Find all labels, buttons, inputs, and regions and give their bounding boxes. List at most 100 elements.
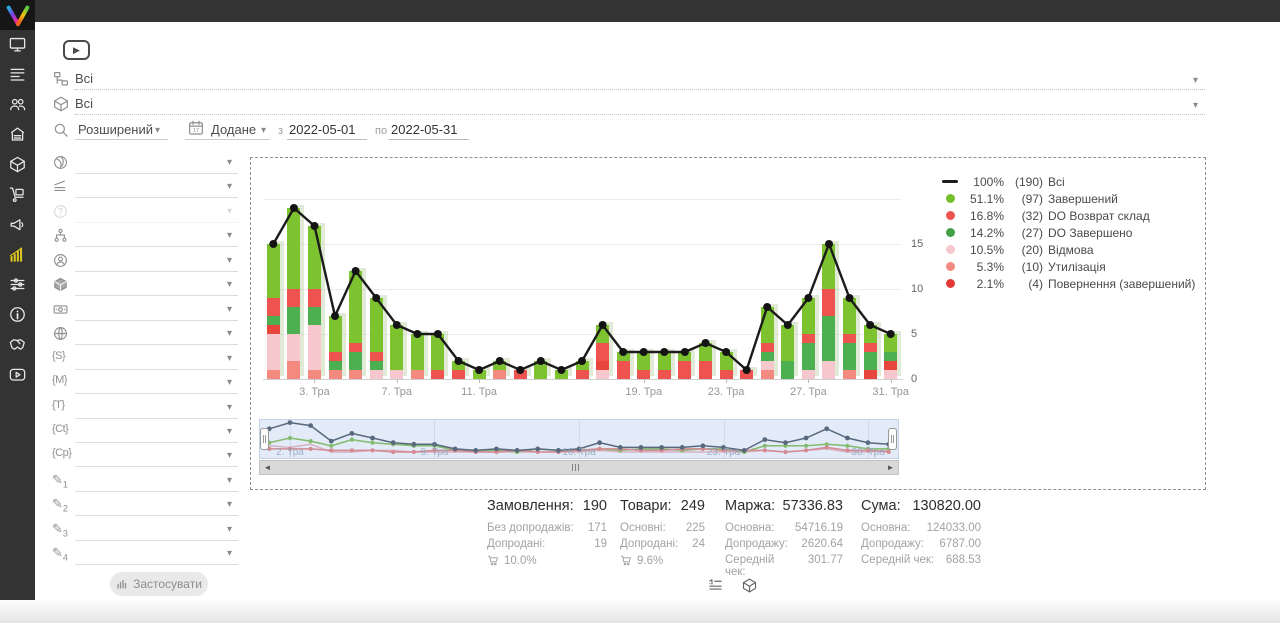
chevron-down-icon[interactable]: ▾	[226, 450, 232, 462]
side-filter-row-globe-swirl[interactable]: ▾	[52, 152, 238, 176]
legend-item[interactable]: 2.1% (4) Повернення (завершений)	[941, 275, 1195, 292]
stacked-bar-day-9[interactable]	[431, 334, 445, 379]
category-chevron-down-icon[interactable]: ▾	[1193, 75, 1199, 86]
category-select[interactable]	[75, 69, 1205, 90]
navigator-right-handle[interactable]	[888, 428, 897, 450]
stacked-bar-day-18[interactable]	[616, 352, 630, 379]
stacked-bar-day-2[interactable]	[287, 208, 301, 379]
stacked-bar-day-8[interactable]	[410, 334, 424, 379]
chevron-down-icon[interactable]: ▾	[226, 377, 232, 389]
stacked-bar-day-12[interactable]	[493, 361, 507, 379]
stacked-bar-day-31[interactable]	[884, 334, 898, 379]
chevron-down-icon[interactable]: ▾	[226, 157, 232, 168]
scroll-right-icon[interactable]: ►	[886, 463, 895, 472]
stacked-bar-day-6[interactable]	[369, 298, 383, 379]
side-filter-row-pencil4[interactable]: ✎4 ▾	[52, 543, 238, 567]
list-view-toggle-icon[interactable]	[707, 577, 724, 594]
sidebar-item-info[interactable]	[8, 305, 27, 324]
stacked-bar-day-1[interactable]	[266, 244, 280, 379]
side-filter-row-pencil2[interactable]: ✎2 ▾	[52, 494, 238, 518]
tutorial-play-button[interactable]: ▶	[63, 40, 90, 60]
chevron-down-icon[interactable]: ▾	[226, 181, 232, 193]
chart-scrollbar[interactable]: ◄ ►	[259, 460, 899, 475]
legend-item[interactable]: 14.2% (27) DO Завершено	[941, 224, 1195, 241]
chart-navigator[interactable]: 2. Тра 9. Тра 16. Тра 23. Тра 30. Тра	[259, 419, 899, 459]
apply-button[interactable]: Застосувати	[110, 572, 208, 596]
stacked-bar-day-14[interactable]	[534, 361, 548, 379]
side-filter-row-layers-sort[interactable]: ▾	[52, 176, 238, 200]
sidebar-item-settings[interactable]	[8, 275, 27, 294]
stacked-bar-day-3[interactable]	[307, 226, 321, 379]
stacked-bar-day-5[interactable]	[349, 271, 363, 379]
chevron-down-icon[interactable]: ▾	[226, 499, 232, 511]
stacked-bar-day-15[interactable]	[554, 370, 568, 379]
stacked-bar-day-19[interactable]	[637, 352, 651, 379]
date-field-chevron-down-icon[interactable]: ▾	[261, 125, 267, 136]
sidebar-item-analytics[interactable]	[8, 245, 27, 264]
product-select[interactable]	[75, 94, 1205, 115]
navigator-left-handle[interactable]	[260, 428, 269, 450]
sidebar-item-supply[interactable]	[8, 185, 27, 204]
chevron-down-icon[interactable]: ▾	[226, 474, 232, 486]
legend-item[interactable]: 10.5% (20) Відмова	[941, 241, 1195, 258]
side-filter-row-help[interactable]: ▾	[52, 201, 238, 225]
stacked-bar-day-16[interactable]	[575, 361, 589, 379]
side-filter-row-user-circle[interactable]: ▾	[52, 250, 238, 274]
stacked-bar-day-17[interactable]	[596, 325, 610, 379]
app-logo[interactable]	[0, 0, 35, 30]
stacked-bar-day-13[interactable]	[513, 370, 527, 379]
product-chevron-down-icon[interactable]: ▾	[1193, 100, 1199, 111]
side-filter-row-banknote[interactable]: ▾	[52, 299, 238, 323]
stacked-bar-day-24[interactable]	[740, 370, 754, 379]
legend-item[interactable]: 100% (190) Всі	[941, 173, 1195, 190]
sidebar-item-marketing[interactable]	[8, 215, 27, 234]
legend-item[interactable]: 51.1% (97) Завершений	[941, 190, 1195, 207]
chevron-down-icon[interactable]: ▾	[226, 352, 232, 364]
sidebar-item-orders[interactable]	[8, 65, 27, 84]
chevron-down-icon[interactable]: ▾	[226, 523, 232, 535]
chevron-down-icon[interactable]: ▾	[226, 425, 232, 437]
stacked-bar-day-25[interactable]	[760, 307, 774, 379]
side-filter-row-tag-s[interactable]: {S} ▾	[52, 348, 238, 372]
side-filter-row-tag-cp[interactable]: {Cp} ▾	[52, 445, 238, 469]
stacked-bar-day-11[interactable]	[472, 370, 486, 379]
chevron-down-icon[interactable]: ▾	[226, 279, 232, 291]
stacked-bar-day-10[interactable]	[452, 361, 466, 379]
chevron-down-icon[interactable]: ▾	[226, 303, 232, 315]
search-mode-chevron-down-icon[interactable]: ▾	[155, 125, 161, 136]
sidebar-item-partners[interactable]	[8, 335, 27, 354]
stacked-bar-day-7[interactable]	[390, 325, 404, 379]
chevron-down-icon[interactable]: ▾	[226, 230, 232, 242]
sidebar-item-products[interactable]	[8, 155, 27, 174]
date-field-value[interactable]: Додане	[211, 122, 257, 137]
side-filter-row-hierarchy[interactable]: ▾	[52, 225, 238, 249]
legend-item[interactable]: 5.3% (10) Утилізація	[941, 258, 1195, 275]
legend-item[interactable]: 16.8% (32) DO Возврат склад	[941, 207, 1195, 224]
stacked-bar-day-29[interactable]	[843, 298, 857, 379]
stacked-bar-day-30[interactable]	[863, 325, 877, 379]
stacked-bar-day-21[interactable]	[678, 352, 692, 379]
search-mode-value[interactable]: Розширений	[78, 122, 153, 137]
stacked-bar-day-22[interactable]	[698, 343, 712, 379]
side-filter-row-tag-t[interactable]: {T} ▾	[52, 397, 238, 421]
navigator-selection[interactable]	[259, 419, 899, 459]
stacked-bar-day-20[interactable]	[657, 352, 671, 379]
date-from-input[interactable]: 2022-05-01	[289, 122, 356, 137]
side-filter-row-tag-ct[interactable]: {Ct} ▾	[52, 421, 238, 445]
side-filter-row-pencil1[interactable]: ✎1 ▾	[52, 470, 238, 494]
sidebar-item-dashboard[interactable]	[8, 35, 27, 54]
date-to-input[interactable]: 2022-05-31	[391, 122, 458, 137]
product-view-toggle-icon[interactable]	[741, 577, 758, 594]
scrollbar-grip[interactable]	[572, 464, 579, 471]
sidebar-item-clients[interactable]	[8, 95, 27, 114]
stacked-bar-day-4[interactable]	[328, 316, 342, 379]
stacked-bar-day-27[interactable]	[801, 298, 815, 379]
stacked-bar-day-26[interactable]	[781, 325, 795, 379]
chevron-down-icon[interactable]: ▾	[226, 254, 232, 266]
side-filter-row-pencil3[interactable]: ✎3 ▾	[52, 519, 238, 543]
category-select-value[interactable]: Всі	[75, 71, 94, 86]
chevron-down-icon[interactable]: ▾	[226, 548, 232, 560]
stacked-bar-day-28[interactable]	[822, 244, 836, 379]
stacked-bar-day-23[interactable]	[719, 352, 733, 379]
chevron-down-icon[interactable]: ▾	[226, 401, 232, 413]
